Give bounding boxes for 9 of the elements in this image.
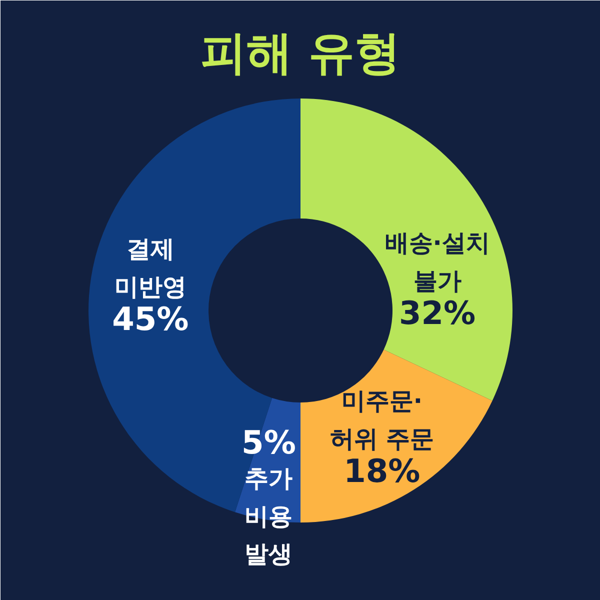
data-label: 32%: [399, 294, 476, 332]
slice-label: 배송·설치 불가: [384, 229, 490, 296]
data-label: 45%: [112, 300, 189, 338]
slice-label: 추가 비용 발생: [244, 464, 293, 568]
data-label: 18%: [344, 452, 420, 490]
data-label: 5%: [242, 424, 296, 462]
chart-title: 피해 유형: [200, 26, 401, 80]
slice-label: 미주문· 허위 주문: [330, 387, 434, 454]
slice-label: 결제 미반영: [114, 235, 186, 301]
